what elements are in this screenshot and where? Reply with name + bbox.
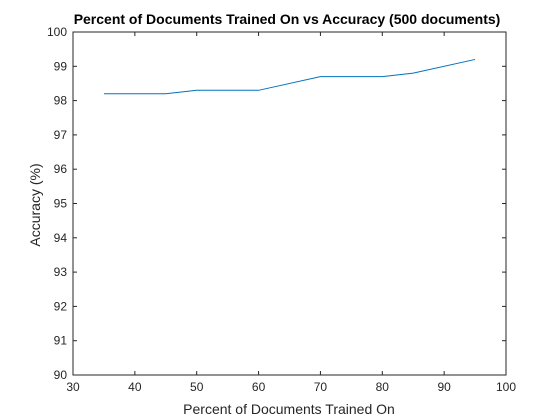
y-axis-label: Accuracy (%) [27,163,43,246]
y-tick-label: 99 [54,59,68,73]
y-tick-label: 94 [54,231,68,245]
y-axis: 90 91 92 93 94 95 96 97 98 99 100 [47,25,506,382]
y-tick-label: 92 [54,299,68,313]
series-line [103,58,476,95]
y-tick-label: 90 [54,368,68,382]
x-tick-label: 70 [314,380,328,394]
x-axis-label: Percent of Documents Trained On [183,401,395,417]
y-tick-label: 97 [54,128,68,142]
y-tick-label: 98 [54,94,68,108]
x-tick-label: 50 [190,380,204,394]
y-tick-label: 95 [54,197,68,211]
y-tick-label: 93 [54,265,68,279]
x-axis: 30 40 50 60 70 80 90 100 [66,32,516,394]
x-tick-label: 30 [66,380,80,394]
chart-title: Percent of Documents Trained On vs Accur… [74,11,501,27]
x-tick-label: 60 [252,380,266,394]
y-tick-label: 100 [47,25,67,39]
y-tick-label: 96 [54,162,68,176]
series-layer [103,58,476,95]
x-tick-label: 90 [437,380,451,394]
x-tick-label: 80 [376,380,390,394]
x-tick-label: 40 [128,380,142,394]
x-tick-label: 100 [496,380,516,394]
y-tick-label: 91 [54,334,68,348]
